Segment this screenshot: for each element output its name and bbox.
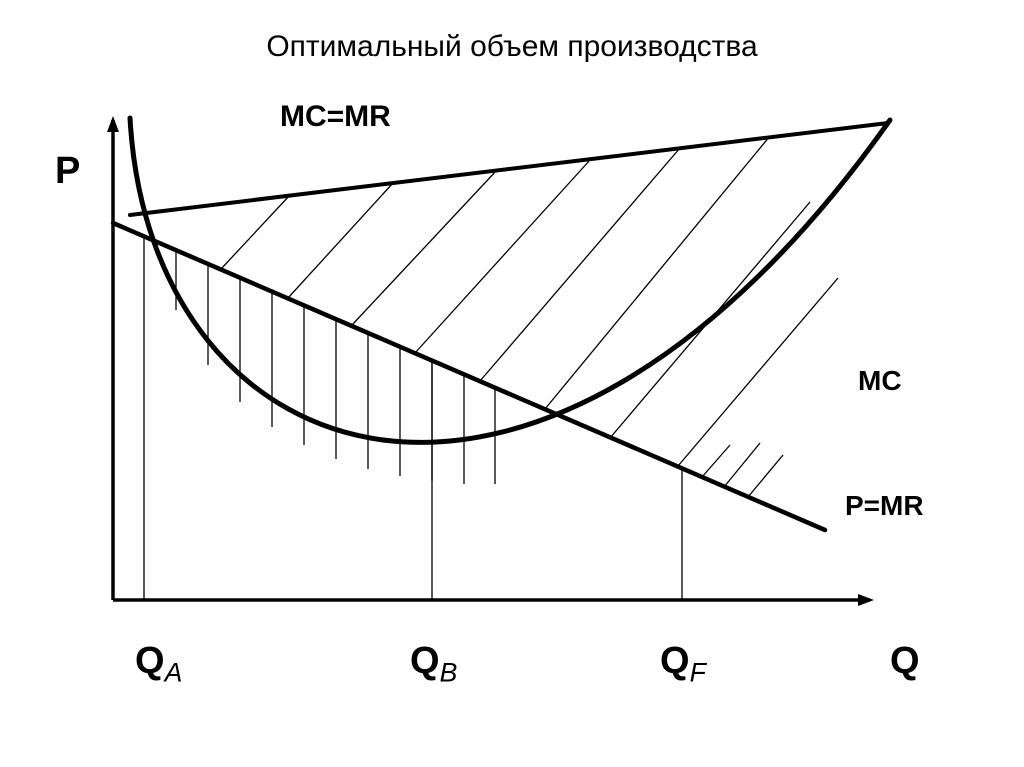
label-mc-equals-mr: MC=MR [280,100,391,134]
label-qa: QA [135,640,182,689]
x-axis-label-q: Q [890,640,920,683]
y-axis-label-p: P [55,150,80,193]
label-qb: QB [410,640,457,689]
label-qf: QF [660,640,706,689]
label-p-equals-mr: P=MR [845,490,924,522]
label-mc: MC [858,365,902,397]
